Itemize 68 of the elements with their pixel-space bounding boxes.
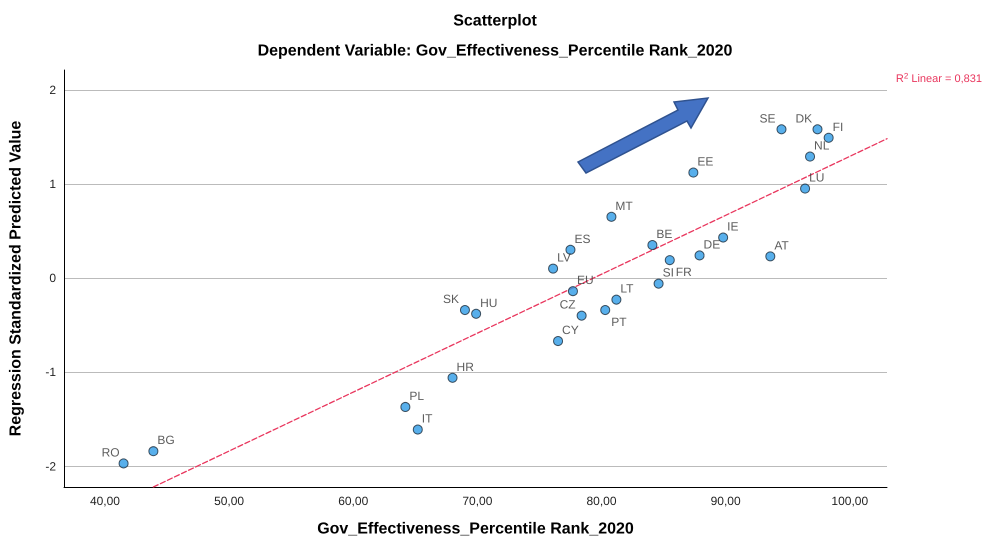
annotation: PL <box>409 388 424 403</box>
annotation: FI <box>832 120 844 134</box>
chart-subtitle: Dependent Variable: Gov_Effectiveness_Percentile Rank_2020 <box>258 42 733 60</box>
annotation: MT <box>615 198 634 213</box>
point <box>647 240 658 250</box>
annotation: IE <box>727 220 738 234</box>
annotation: RO <box>102 445 120 460</box>
annotation: NL <box>814 138 830 153</box>
x-tick-label: 60,00 <box>338 494 369 508</box>
point <box>548 264 558 274</box>
point <box>576 310 587 321</box>
point <box>148 446 158 456</box>
annotation: SE <box>759 111 776 126</box>
point <box>611 294 622 305</box>
annotation: PT <box>611 315 628 330</box>
annotation: HU <box>480 296 498 310</box>
point <box>471 308 482 319</box>
point <box>118 458 129 468</box>
point <box>460 305 470 316</box>
x-tick-label: 80,00 <box>586 494 617 508</box>
annotation: SK <box>442 292 459 306</box>
point <box>805 152 816 162</box>
annotation: HR <box>456 360 474 374</box>
annotation: SI <box>662 266 674 280</box>
point <box>664 255 675 266</box>
annotation: DK <box>795 111 812 126</box>
annotation: AT <box>774 238 790 252</box>
y-axis-title: Regression Standardized Predicted Value <box>8 120 24 436</box>
point <box>688 168 698 178</box>
point <box>568 286 578 296</box>
x-tick-label: 50,00 <box>214 494 244 508</box>
point <box>776 124 786 134</box>
annotation: ES <box>574 232 590 246</box>
point <box>812 124 822 134</box>
chart-title: Scatterplot <box>453 12 538 30</box>
y-tick-label: 1 <box>49 176 56 191</box>
point <box>448 372 458 383</box>
annotation: IT <box>422 412 434 426</box>
annotation: LU <box>809 170 824 185</box>
x-tick-label: 90,00 <box>710 494 741 508</box>
annotation: EE <box>697 154 714 169</box>
point <box>553 336 564 346</box>
y-tick-label: -2 <box>45 459 56 474</box>
y-tick-label: 0 <box>49 271 56 286</box>
point <box>694 250 705 260</box>
y-tick-label: 2 <box>49 82 56 97</box>
annotation: CZ <box>560 298 576 312</box>
annotation: CY <box>562 323 579 338</box>
point <box>606 212 616 222</box>
x-tick-label: 40,00 <box>90 494 120 508</box>
point <box>600 305 610 316</box>
annotation: LV <box>557 250 571 265</box>
annotation: FR <box>676 265 692 280</box>
annotation: BG <box>157 433 175 448</box>
point <box>412 424 423 435</box>
point <box>824 132 834 143</box>
x-tick-label: 70,00 <box>462 494 493 508</box>
point <box>654 278 664 289</box>
x-tick-label: 100,00 <box>831 494 868 508</box>
x-axis-title: Gov_Effectiveness_Percentile Rank_2020 <box>317 520 634 538</box>
annotation: DE <box>704 237 720 252</box>
annotation: BE <box>656 227 672 242</box>
point <box>718 232 728 243</box>
point <box>400 402 410 412</box>
point <box>800 184 810 194</box>
y-tick-label: -1 <box>45 365 56 380</box>
point <box>765 251 776 262</box>
annotation: LT <box>620 282 634 296</box>
